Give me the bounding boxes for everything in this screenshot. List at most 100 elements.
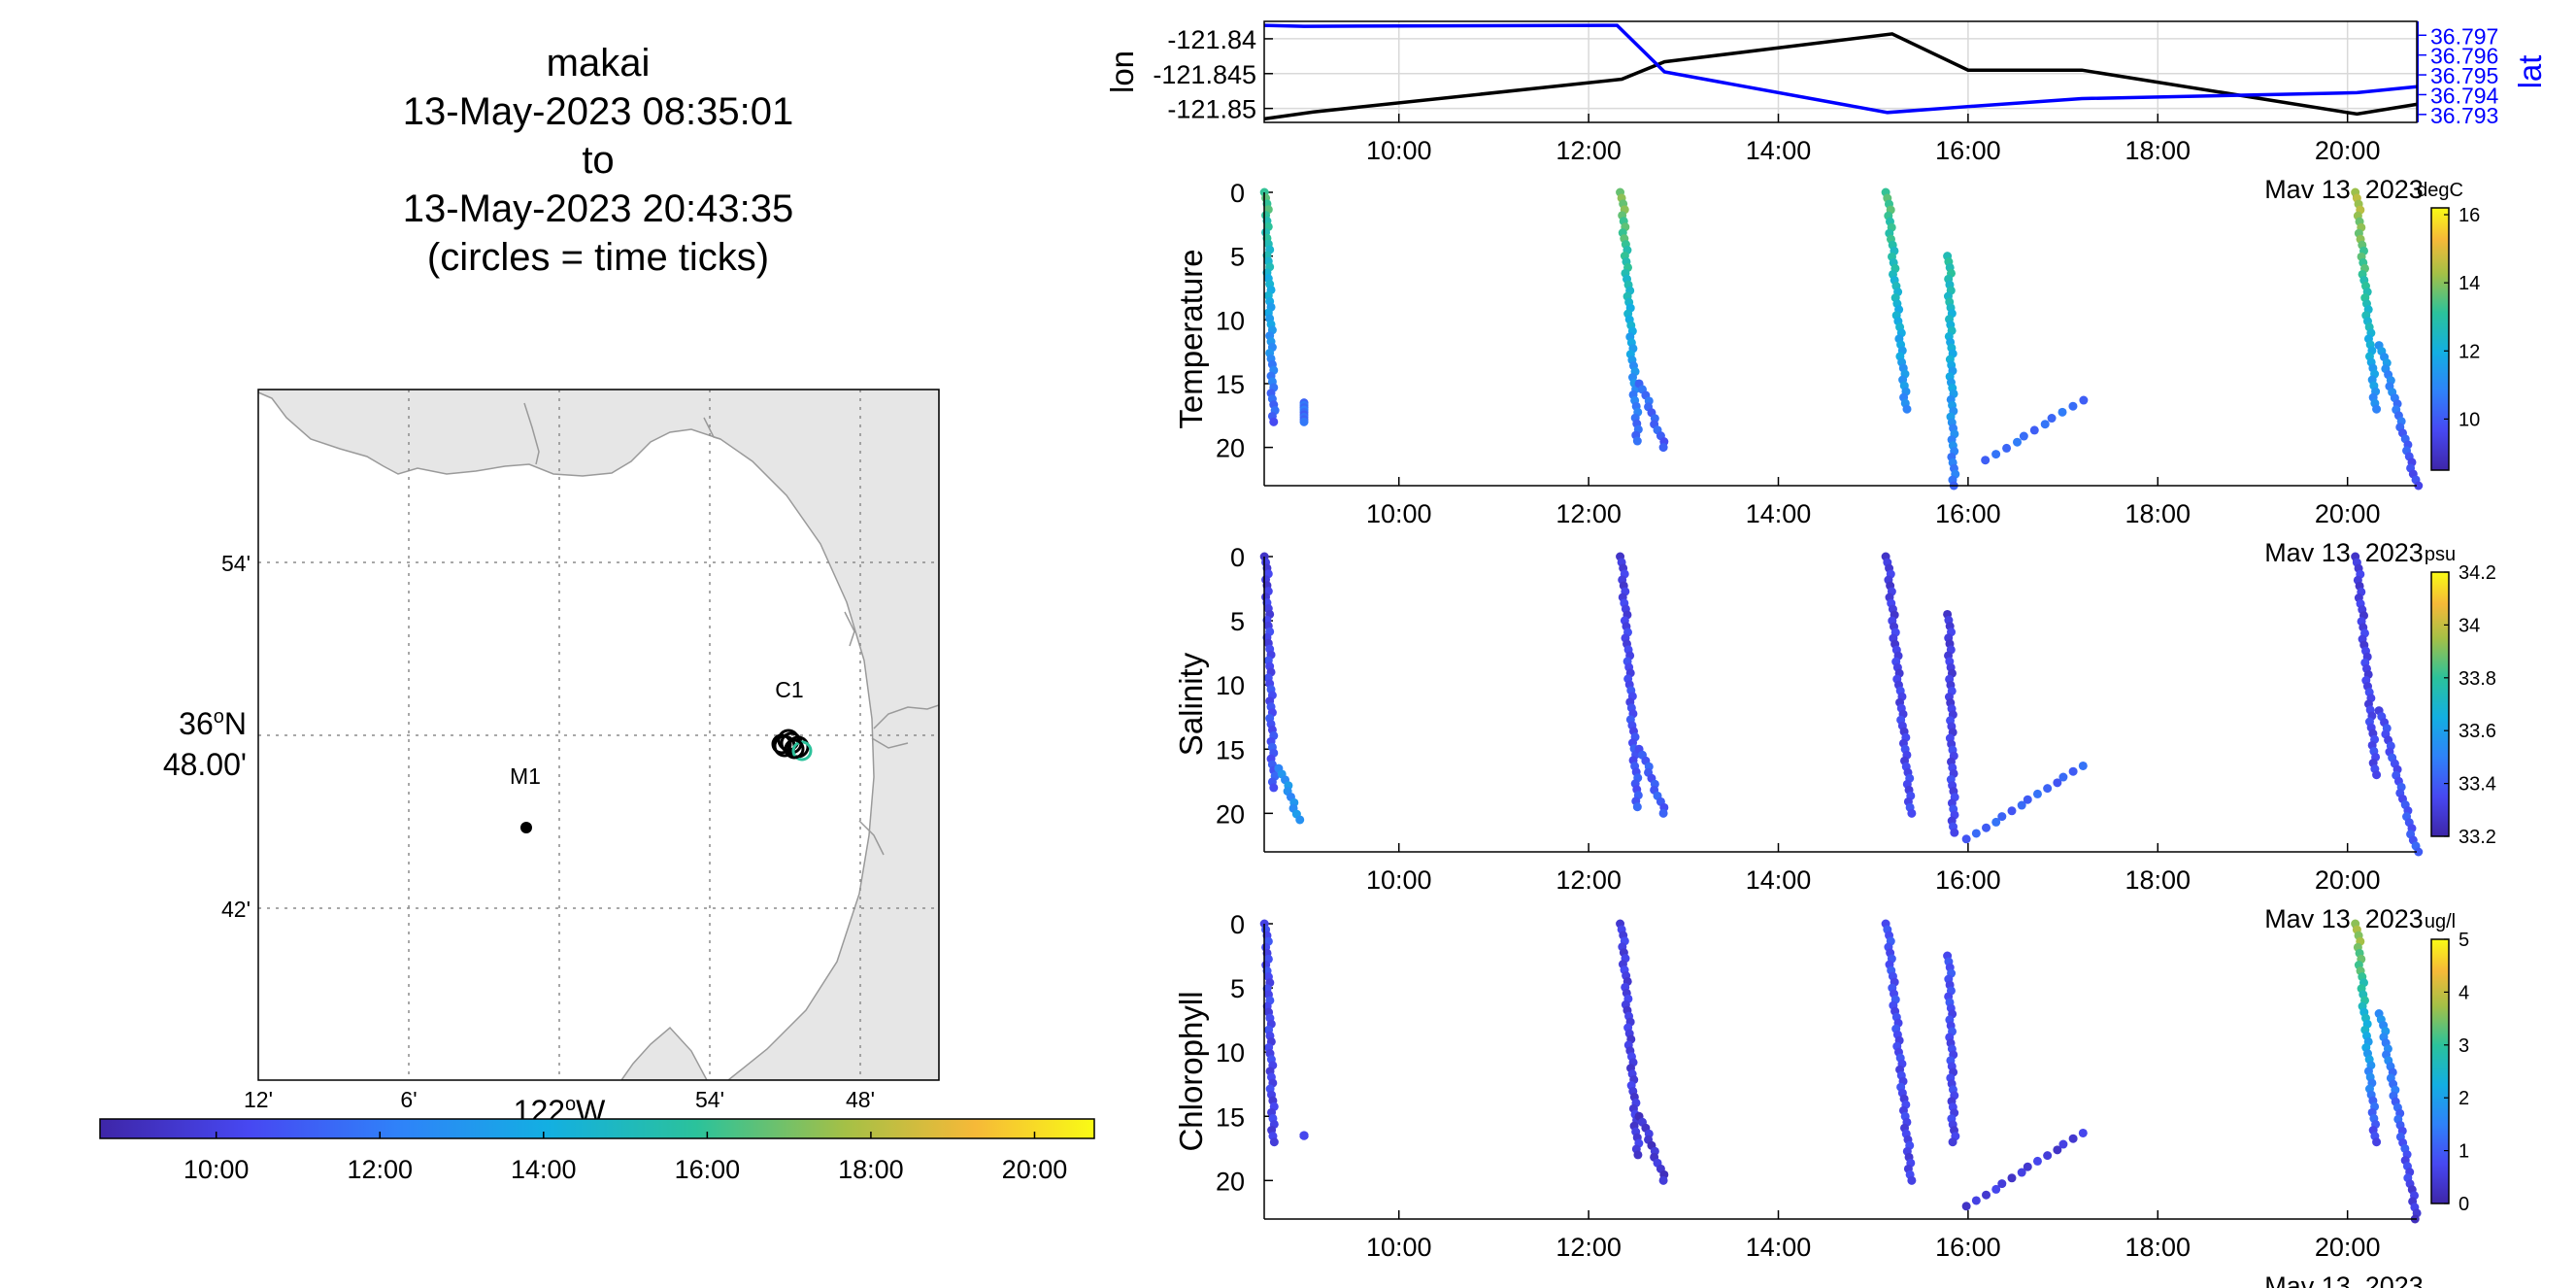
x-tick-label: 14:00: [1746, 865, 1812, 895]
y-tick-label: 15: [1216, 1102, 1245, 1132]
lat-tick-label: 36.794: [2430, 83, 2499, 108]
colorbar-tick-label: 14: [2459, 273, 2480, 294]
x-tick-label: 18:00: [2125, 865, 2191, 895]
colorbar-unit: psu: [2425, 544, 2456, 565]
station-label-c1: C1: [775, 677, 803, 702]
x-tick-label: 12:00: [1556, 1233, 1622, 1262]
lon-tick-label: 12': [244, 1087, 273, 1112]
map-panel: M1 C1 54' 42' 36oN 48.00' 12' 6' 54' 48'…: [99, 389, 1095, 1184]
x-tick-label: 16:00: [1935, 136, 2001, 165]
y-tick-label: 0: [1230, 910, 1245, 939]
salinity-panel: 0 5 10 15 20 Salinity 10:00 12:00 14:00 16:00 18:0…: [1173, 543, 2496, 933]
map-frame: [257, 389, 940, 1081]
chlorophyll-axis-label: Chlorophyll: [1173, 991, 1209, 1151]
data-point: [1991, 817, 2001, 827]
data-point: [2053, 778, 2062, 788]
data-point: [2053, 1145, 2062, 1155]
data-point: [2032, 789, 2042, 798]
x-tick-label: 16:00: [1935, 499, 2001, 528]
lat-tick-label: 36.795: [2430, 63, 2498, 88]
x-tick-label: 14:00: [1746, 136, 1812, 165]
colorbar-tick-label: 33.2: [2459, 827, 2496, 848]
data-point: [2007, 1173, 2017, 1183]
salinity-colorbar: [2430, 571, 2450, 837]
data-point: [2017, 800, 2026, 810]
data-point: [1961, 834, 1971, 844]
lat-line: [1263, 23, 2418, 115]
data-point: [1961, 1202, 1971, 1211]
x-tick-label: 10:00: [1366, 499, 1432, 528]
data-point: [1907, 808, 1917, 818]
lon-line: [1263, 32, 2418, 121]
data-point: [2057, 407, 2067, 417]
data-point: [2058, 1139, 2068, 1149]
title-line-1: makai: [547, 42, 651, 85]
data-point: [1658, 1175, 1668, 1185]
date-label: Mav 13. 2023: [2264, 175, 2424, 204]
x-tick-label: 20:00: [2315, 499, 2381, 528]
lat-tick-label: 54': [221, 551, 251, 576]
data-point: [2068, 766, 2078, 776]
data-point: [2029, 425, 2039, 435]
time-colorbar-tick-label: 18:00: [838, 1155, 904, 1184]
data-point: [2019, 431, 2028, 441]
x-tick-label: 20:00: [2315, 1233, 2381, 1262]
y-tick-label: 10: [1216, 1038, 1245, 1068]
lat-tick-label: 36.796: [2430, 44, 2498, 69]
data-point: [2079, 395, 2089, 405]
lat-tick-label: 36.797: [2430, 23, 2498, 49]
data-point: [1299, 417, 1309, 426]
data-point: [1658, 808, 1668, 818]
station-marker: [520, 822, 532, 833]
colorbar-tick-label: 0: [2459, 1194, 2469, 1215]
data-point: [2068, 1134, 2078, 1143]
position-axes-frame: [1263, 20, 2418, 123]
title-line-3: to: [582, 139, 614, 182]
colorbar-tick-label: 33.8: [2459, 668, 2496, 690]
data-point: [2414, 481, 2424, 491]
colorbar-tick-label: 12: [2459, 341, 2480, 362]
y-tick-label: 10: [1216, 671, 1245, 700]
data-point: [1971, 1196, 1981, 1205]
data-point: [1658, 443, 1668, 453]
y-tick-label: 5: [1230, 243, 1245, 272]
x-tick-label: 18:00: [2125, 1233, 2191, 1262]
lat-tick-label: 36.793: [2430, 103, 2498, 128]
map-title: makai 13-May-2023 08:35:01 to 13-May-202…: [403, 42, 794, 279]
y-tick-label: 10: [1216, 306, 1245, 335]
data-point: [1633, 1150, 1643, 1160]
x-tick-label: 14:00: [1746, 499, 1812, 528]
colorbar-tick-label: 16: [2459, 205, 2480, 226]
colorbar-tick-label: 34: [2459, 615, 2480, 636]
y-tick-label: 5: [1230, 607, 1245, 636]
station-c1: [771, 729, 813, 762]
data-point: [1982, 823, 1991, 832]
data-point: [2032, 1156, 2042, 1166]
x-tick-label: 14:00: [1746, 1233, 1812, 1262]
river-line: [703, 417, 721, 440]
x-tick-label: 16:00: [1935, 1233, 2001, 1262]
colorbar-tick-label: 1: [2459, 1141, 2469, 1163]
time-colorbar-tick-label: 20:00: [1002, 1155, 1068, 1184]
salinity-axis-label: Salinity: [1173, 652, 1209, 756]
y-tick-label: 5: [1230, 974, 1245, 1003]
time-colorbar-tick-label: 14:00: [511, 1155, 577, 1184]
colorbar-tick-label: 3: [2459, 1035, 2469, 1057]
temperature-axis-label: Temperature: [1173, 249, 1209, 428]
date-label: Mav 13. 2023: [2264, 1271, 2424, 1288]
river-line: [844, 611, 855, 647]
colorbar-tick-label: 33.6: [2459, 721, 2496, 742]
land-mass: [258, 390, 939, 1080]
data-point: [1632, 802, 1642, 812]
time-colorbar-tick-label: 10:00: [184, 1155, 250, 1184]
lon-tick-label: -121.85: [1167, 95, 1256, 124]
lon-tick-label: 48': [846, 1087, 875, 1112]
colorbar-unit: ug/l: [2425, 911, 2456, 932]
time-tick-circle: [791, 740, 813, 762]
time-colorbar-tick-label: 16:00: [675, 1155, 741, 1184]
center-lat-minutes: 48.00': [163, 747, 247, 782]
center-lat-label: 36oN: [179, 706, 247, 741]
y-tick-label: 0: [1230, 543, 1245, 572]
